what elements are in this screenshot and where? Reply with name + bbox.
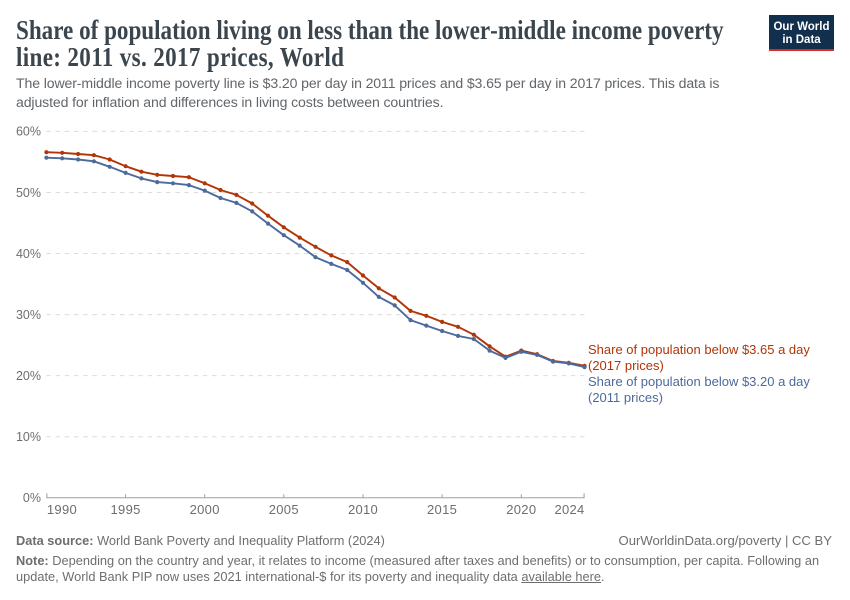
svg-text:10%: 10% — [16, 430, 41, 444]
svg-text:0%: 0% — [23, 491, 41, 505]
svg-text:2000: 2000 — [190, 502, 220, 517]
svg-text:50%: 50% — [16, 186, 41, 200]
svg-text:1990: 1990 — [47, 502, 77, 517]
svg-text:1995: 1995 — [111, 502, 141, 517]
svg-text:2024: 2024 — [554, 502, 584, 517]
svg-text:2020: 2020 — [506, 502, 536, 517]
svg-text:60%: 60% — [16, 125, 41, 139]
svg-text:30%: 30% — [16, 308, 41, 322]
svg-text:40%: 40% — [16, 247, 41, 261]
svg-text:20%: 20% — [16, 369, 41, 383]
svg-text:2015: 2015 — [427, 502, 457, 517]
svg-text:2010: 2010 — [348, 502, 378, 517]
svg-text:2005: 2005 — [269, 502, 299, 517]
